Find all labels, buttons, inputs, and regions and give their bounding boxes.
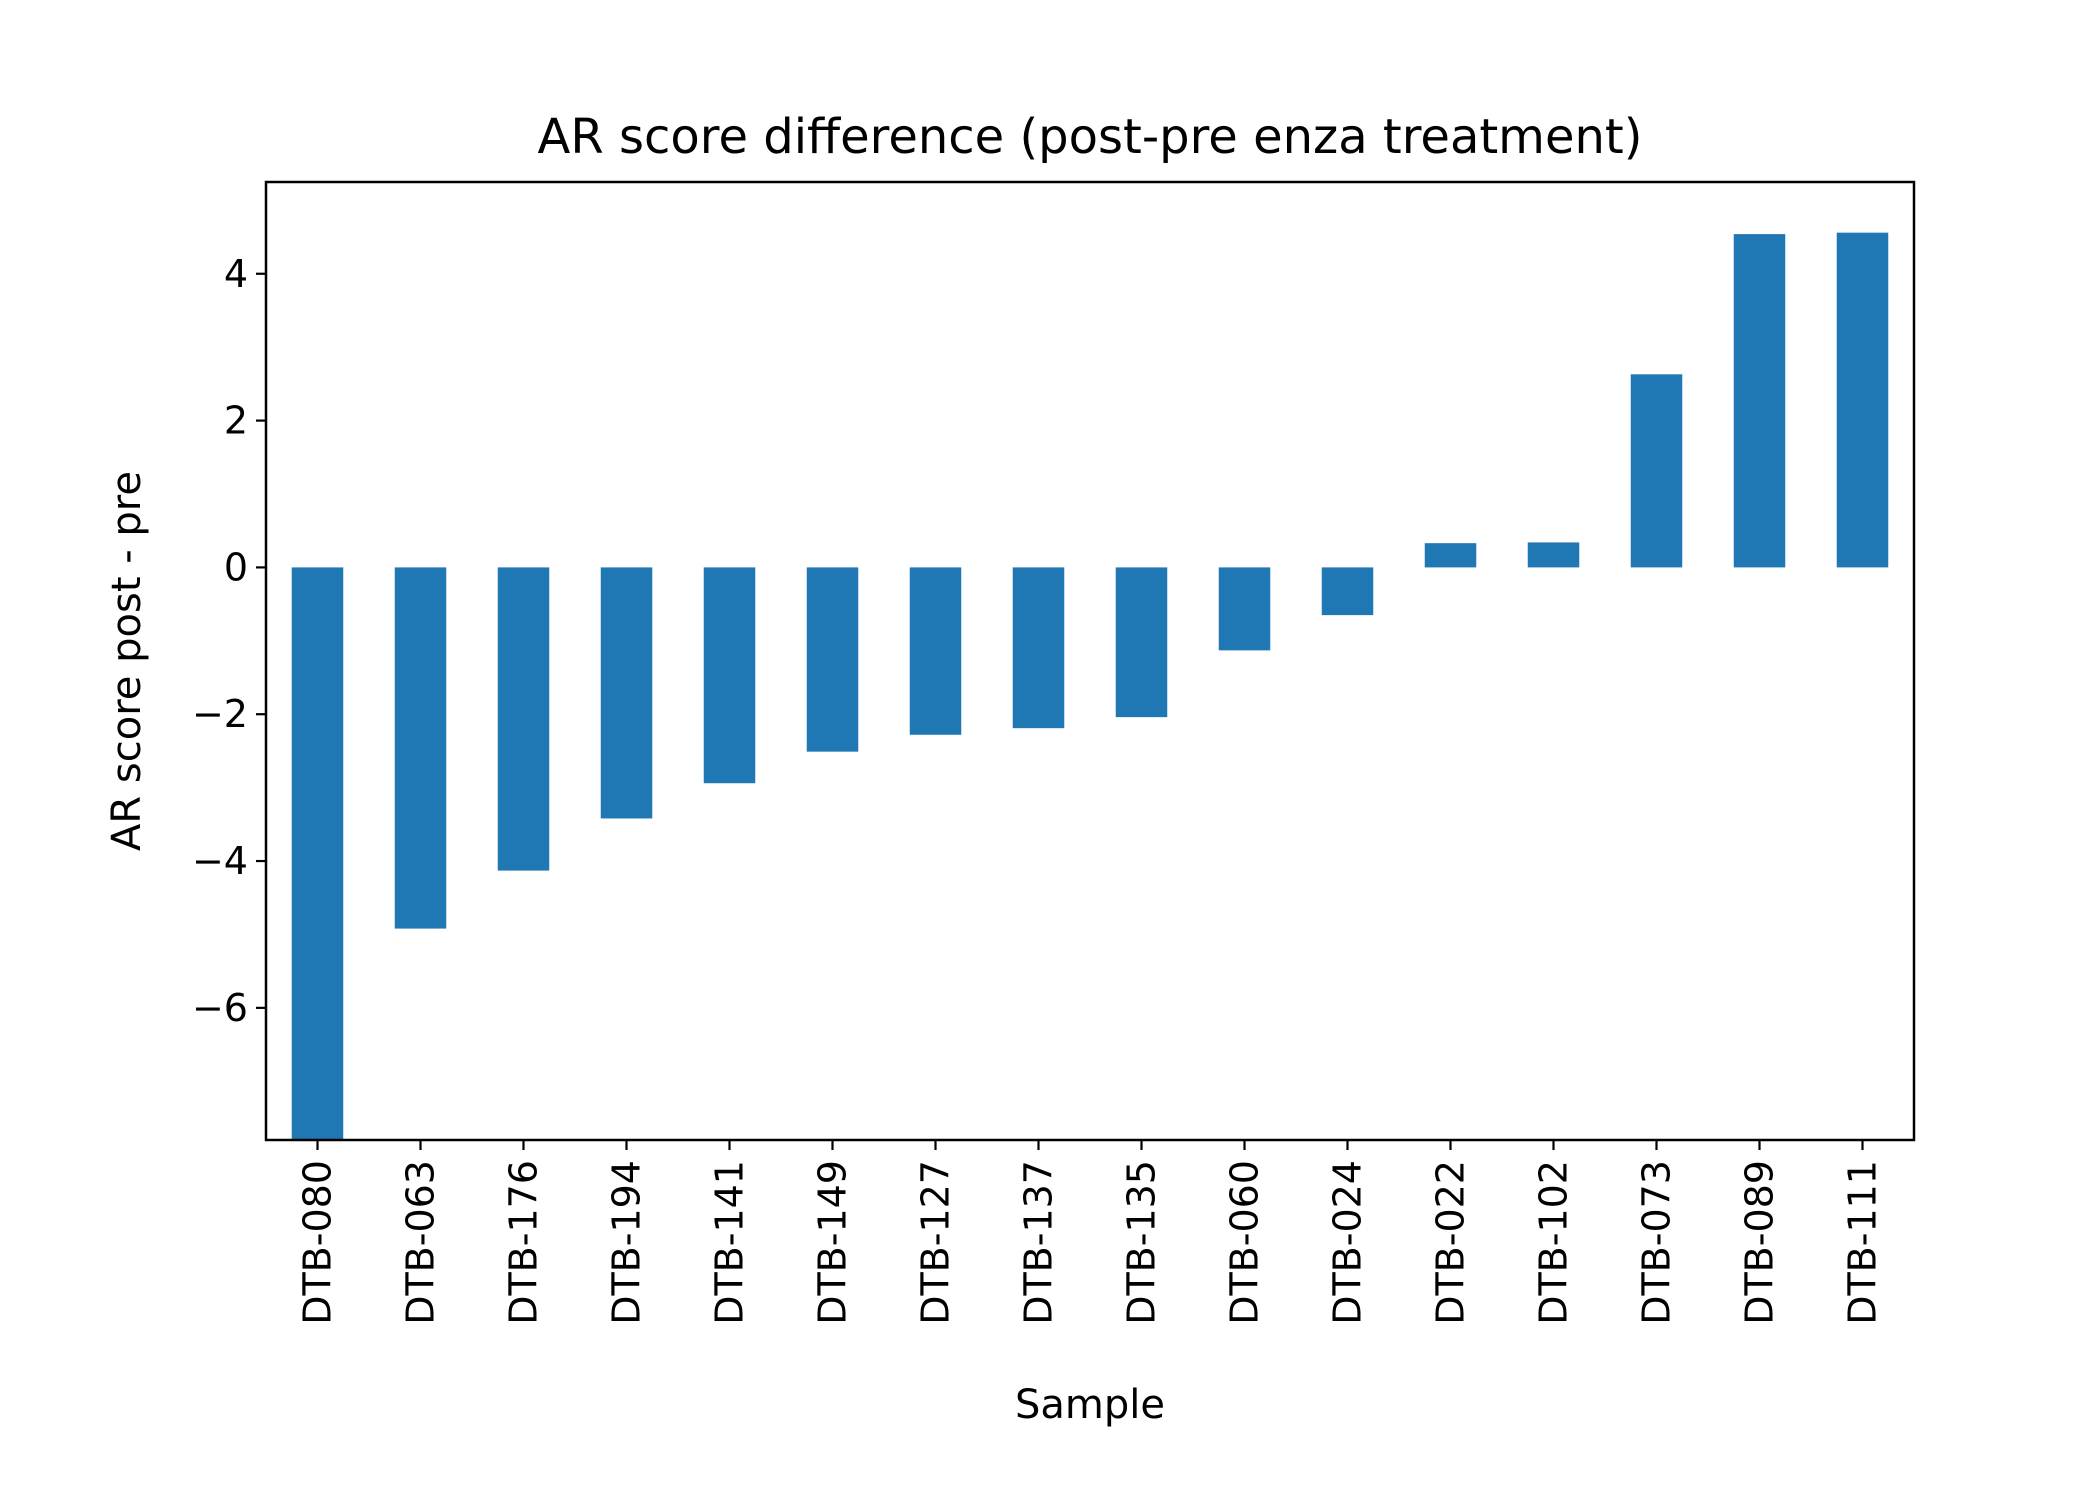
x-tick-label: DTB-060 xyxy=(1223,1160,1267,1325)
x-tick-label: DTB-176 xyxy=(502,1160,546,1325)
x-tick-label: DTB-137 xyxy=(1017,1160,1061,1325)
x-tick-label: DTB-149 xyxy=(811,1160,855,1325)
bars-layer xyxy=(291,232,1889,1140)
x-tick-label: DTB-111 xyxy=(1841,1160,1885,1325)
bar-dtb-060 xyxy=(1218,567,1271,651)
x-tick-label: DTB-022 xyxy=(1429,1160,1473,1325)
bar-dtb-137 xyxy=(1012,567,1065,729)
x-tick-label: DTB-063 xyxy=(399,1160,443,1325)
x-tick-label: DTB-080 xyxy=(296,1160,340,1325)
bar-dtb-111 xyxy=(1836,232,1889,568)
x-tick-label: DTB-135 xyxy=(1120,1160,1164,1325)
bar-dtb-149 xyxy=(806,567,859,752)
y-tick-label: −2 xyxy=(192,692,248,736)
y-tick-label: 4 xyxy=(224,252,248,296)
y-tick-label: −4 xyxy=(192,839,248,883)
bar-dtb-127 xyxy=(909,567,962,735)
bar-dtb-080 xyxy=(291,567,344,1140)
bar-dtb-063 xyxy=(394,567,447,929)
x-tick-label: DTB-089 xyxy=(1738,1160,1782,1325)
bar-dtb-089 xyxy=(1733,234,1786,568)
x-axis-label: Sample xyxy=(1015,1382,1165,1428)
x-tick-label: DTB-194 xyxy=(605,1160,649,1325)
bar-dtb-141 xyxy=(703,567,756,784)
bar-dtb-176 xyxy=(497,567,550,871)
bar-dtb-022 xyxy=(1424,543,1477,568)
y-tick-label: 2 xyxy=(224,399,248,443)
x-tick-label: DTB-127 xyxy=(914,1160,958,1325)
bar-dtb-024 xyxy=(1321,567,1374,616)
x-tick-label: DTB-141 xyxy=(708,1160,752,1325)
chart-title: AR score difference (post-pre enza treat… xyxy=(538,109,1643,165)
x-tick-label: DTB-073 xyxy=(1635,1160,1679,1325)
ticks-layer: DTB-080 DTB-063 DTB-176 DTB-194 DTB-141 DTB-1… xyxy=(192,252,1885,1325)
bar-dtb-135 xyxy=(1115,567,1168,718)
plot-frame xyxy=(264,180,1916,1142)
bar-dtb-194 xyxy=(600,567,653,819)
y-axis-label: AR score post - pre xyxy=(104,471,150,851)
x-tick-label: DTB-102 xyxy=(1532,1160,1576,1325)
bar-dtb-073 xyxy=(1630,374,1683,568)
x-tick-label: DTB-024 xyxy=(1326,1160,1370,1325)
y-tick-label: −6 xyxy=(192,986,248,1030)
y-tick-label: 0 xyxy=(224,545,248,589)
bar-dtb-102 xyxy=(1527,542,1580,568)
